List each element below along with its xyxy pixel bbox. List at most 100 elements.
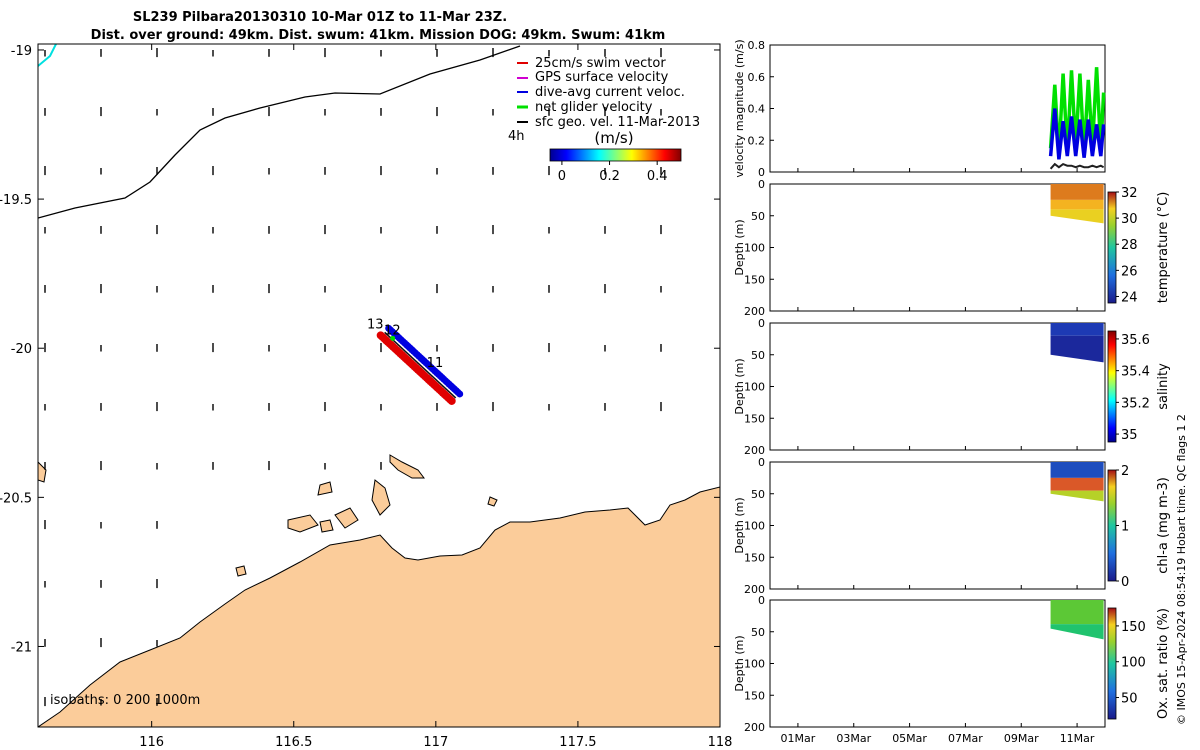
- lat-tick-label: -19.5: [0, 193, 32, 208]
- y-tick-label: 200: [744, 721, 765, 734]
- legend-label-gps: GPS surface velocity: [535, 70, 669, 85]
- lat-tick-label: -20: [11, 342, 32, 357]
- y-tick-label: 0: [758, 166, 765, 179]
- figure-title-line2: Dist. over ground: 49km. Dist. swum: 41k…: [91, 28, 666, 43]
- colorbar-tick-label: 35.4: [1121, 365, 1150, 380]
- panel-1: 0 50 100 150 200 Depth (m) 24 26 28 30 32 temperatu…: [733, 178, 1171, 318]
- colorbar-title: (m/s): [594, 129, 633, 147]
- panel-colorbar: [1107, 469, 1117, 582]
- panel-ylabel: Depth (m): [733, 358, 746, 414]
- island-5: [334, 507, 359, 529]
- colorbar-tick-label: 150: [1121, 620, 1146, 635]
- colorbar-tick-label: 32: [1121, 186, 1138, 201]
- panel-frame: [769, 599, 1106, 728]
- legend-label-dive-avg: dive-avg current veloc.: [535, 85, 685, 100]
- panel-frame: [769, 183, 1106, 312]
- y-tick-label: 150: [744, 689, 765, 702]
- legend-label-swim: 25cm/s swim vector: [535, 56, 666, 71]
- panel-frame: [769, 44, 1106, 173]
- net-velocity-mark: [390, 335, 396, 341]
- y-tick-label: 50: [751, 210, 765, 223]
- y-tick-label: 0.8: [748, 39, 766, 52]
- dive-number-labels: 13 12 11: [367, 317, 443, 371]
- panel-3: 0 50 100 150 200 Depth (m) 0 1 2 chl-a (mg m-3): [733, 456, 1171, 596]
- y-tick-label: 0: [758, 178, 765, 191]
- time-tick-label: 07Mar: [948, 732, 983, 745]
- y-tick-label: 0: [758, 317, 765, 330]
- y-tick-label: 50: [751, 626, 765, 639]
- dive-label: 13: [367, 317, 384, 332]
- isobath-200m: [38, 45, 521, 219]
- panel-colorbar: [1107, 330, 1117, 443]
- profile-layer: [1050, 624, 1104, 640]
- colorbar-tick-label: 35.6: [1121, 333, 1150, 348]
- imos-side-text: © IMOS 15-Apr-2024 08:54:19 Hobart time.…: [1175, 414, 1188, 725]
- panel-frame: [769, 461, 1106, 590]
- lon-tick-label: 116.5: [275, 735, 312, 750]
- colorbar-tick-label: 30: [1121, 212, 1138, 227]
- colorbar-tick-label: 0.2: [599, 169, 620, 184]
- map-panel: 116 116.5 117 117.5 118 -19 -19.5 -20 -20.5 -21 1…: [0, 43, 732, 750]
- profile-layer: [1050, 184, 1104, 200]
- speed-colorbar: [549, 148, 682, 162]
- panel-2: 0 50 100 150 200 Depth (m) 35 35.2 35.4 35.6 salin…: [733, 317, 1171, 457]
- y-tick-label: 0.2: [748, 134, 766, 147]
- profile-layer: [1050, 477, 1104, 491]
- profile-layer: [1050, 462, 1104, 478]
- legend-label-sfc: sfc geo. vel. 11-Mar-2013: [535, 115, 700, 130]
- colorbar-tick-label: 1: [1121, 520, 1129, 535]
- panel-colorbar: [1107, 607, 1117, 720]
- colorbar-tick-label: 50: [1121, 692, 1138, 707]
- isobaths-label: isobaths: 0 200 1000m: [50, 693, 200, 708]
- time-tick-label: 09Mar: [1004, 732, 1039, 745]
- y-tick-label: 200: [744, 305, 765, 318]
- lat-tick-label: -21: [11, 640, 32, 655]
- panel-ylabel: Depth (m): [733, 497, 746, 553]
- land-mass: [38, 486, 720, 727]
- colorbar-tick-label: 24: [1121, 290, 1138, 305]
- colorbar-tick-label: 0: [1121, 575, 1129, 590]
- velocity-series-line: [1048, 108, 1106, 160]
- island-7: [487, 496, 498, 507]
- panel-ylabel: Depth (m): [733, 635, 746, 691]
- colorbar-tick-label: 0: [558, 169, 566, 184]
- island-2: [371, 479, 391, 516]
- island-8: [235, 565, 247, 577]
- lat-tick-label: -19: [11, 44, 32, 59]
- y-tick-label: 200: [744, 583, 765, 596]
- sfc-geo-track: [384, 331, 457, 399]
- profile-layer: [1050, 600, 1104, 625]
- geo-velocity-arrows: [44, 48, 662, 707]
- colorbar-label: chl-a (mg m-3): [1156, 477, 1171, 574]
- colorbar-tick-label: 100: [1121, 656, 1146, 671]
- panel-4: 0 50 100 150 200 Depth (m) 50 100 150 Ox. sat. ra…: [733, 594, 1171, 734]
- y-tick-label: 0: [758, 594, 765, 607]
- y-tick-label: 0.4: [748, 103, 766, 116]
- map-axis-ticks: 116 116.5 117 117.5 118 -19 -19.5 -20 -20.5 -21: [0, 44, 732, 750]
- time-tick-label: 05Mar: [892, 732, 927, 745]
- y-tick-label: 150: [744, 551, 765, 564]
- velocity-series-line: [1049, 162, 1105, 170]
- time-tick-label: 11Mar: [1060, 732, 1095, 745]
- y-tick-label: 200: [744, 444, 765, 457]
- colorbar-label: salinity: [1156, 363, 1171, 410]
- dive-label: 12: [384, 323, 401, 338]
- profile-layer: [1050, 209, 1104, 224]
- island-1: [389, 454, 425, 479]
- lon-tick-label: 117: [423, 735, 448, 750]
- y-tick-label: 150: [744, 412, 765, 425]
- figure-title-line1: SL239 Pilbara20130310 10-Mar 01Z to 11-M…: [133, 10, 507, 25]
- panel-ylabel: Depth (m): [733, 219, 746, 275]
- speed-colorbar-ticks: 0 0.2 0.4: [558, 161, 668, 184]
- time-axis: 01Mar 03Mar 05Mar 07Mar 09Mar 11Mar: [781, 732, 1095, 745]
- panel-ylabel: velocity magnitude (m/s): [733, 39, 746, 177]
- y-tick-label: 150: [744, 273, 765, 286]
- colorbar-tick-label: 26: [1121, 264, 1138, 279]
- profile-layer: [1050, 335, 1104, 363]
- profile-layer: [1050, 323, 1104, 336]
- island-3: [317, 481, 333, 496]
- y-tick-label: 0: [758, 456, 765, 469]
